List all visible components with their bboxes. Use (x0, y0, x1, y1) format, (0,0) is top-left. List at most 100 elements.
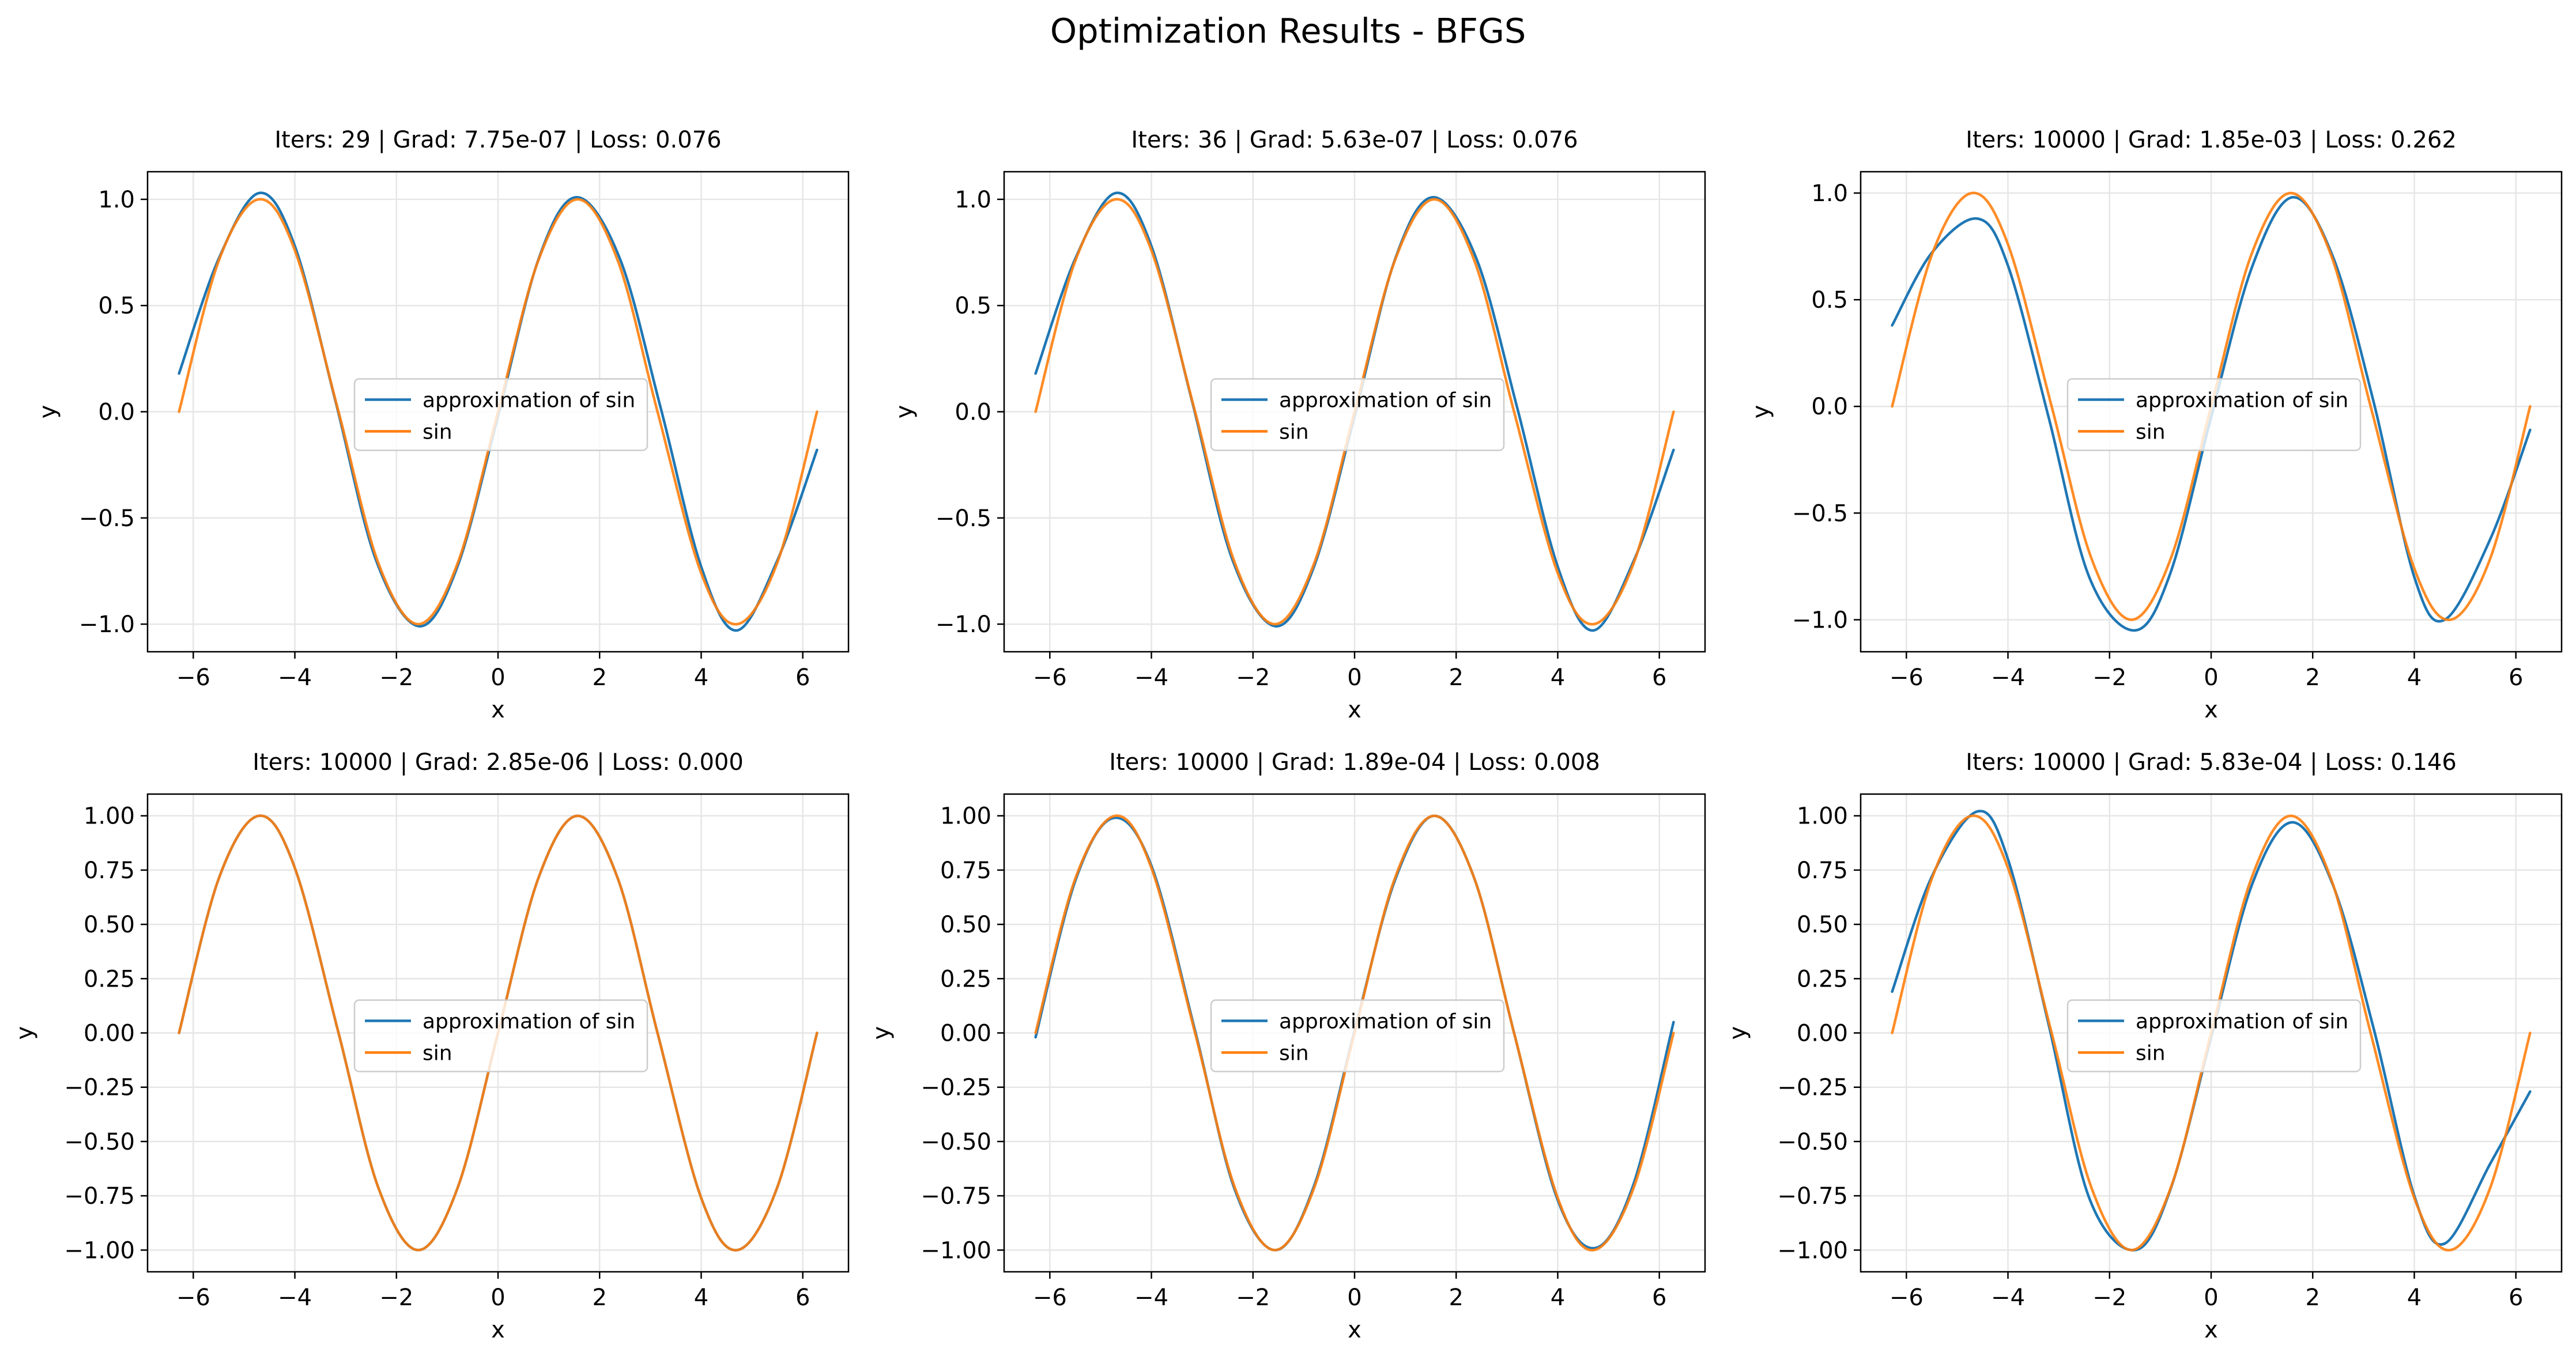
y-tick-label: 0.00 (84, 1021, 135, 1047)
x-tick-label: 0 (491, 1284, 505, 1311)
legend-label: approximation of sin (423, 1010, 635, 1034)
y-tick-label: 0.0 (98, 399, 135, 426)
y-tick-label: 0.0 (1811, 394, 1848, 420)
legend-box (1210, 999, 1505, 1072)
y-tick-label: 0.5 (955, 293, 991, 319)
y-tick-label: 0.0 (955, 399, 991, 426)
legend-box (2066, 378, 2362, 451)
y-axis-label: y (35, 405, 61, 419)
legend: approximation of sin sin (353, 378, 648, 451)
x-tick-label: 0 (1347, 664, 1361, 691)
y-tick-label: −0.25 (64, 1075, 135, 1101)
legend: approximation of sin sin (2066, 378, 2362, 451)
subplot-3: −6 −4 −2 0 2 4 6 −1.0 −0.5 0.0 0.5 1.0 x y Iters: 1000… (1748, 127, 2563, 723)
y-tick-label: −0.50 (64, 1129, 135, 1155)
x-tick-label: 2 (593, 664, 607, 691)
x-tick-label: 0 (2204, 1284, 2218, 1311)
y-tick-label: 1.0 (1811, 180, 1848, 207)
x-tick-label: −4 (1991, 1284, 2025, 1311)
y-axis-label: y (12, 1026, 38, 1040)
x-tick-label: −2 (2092, 664, 2126, 691)
x-axis-label: x (491, 697, 505, 723)
y-tick-label: 0.5 (1811, 287, 1848, 313)
subplot-title: Iters: 36 | Grad: 5.63e-07 | Loss: 0.076 (1131, 127, 1578, 153)
x-tick-label: −4 (1134, 1284, 1168, 1311)
x-tick-label: −2 (379, 664, 413, 691)
x-tick-label: 2 (1449, 1284, 1464, 1311)
x-tick-label: 0 (1347, 1284, 1361, 1311)
subplot-title: Iters: 10000 | Grad: 1.89e-04 | Loss: 0.… (1109, 749, 1600, 776)
x-tick-label: −2 (1236, 1284, 1270, 1311)
x-tick-label: −4 (278, 664, 312, 691)
x-tick-label: −6 (1889, 664, 1923, 691)
subplot-6: −6 −4 −2 0 2 4 6 −1.00 −0.75 −0.50 −0.25 0.00 0.25 0.… (1725, 749, 2563, 1343)
x-axis-label: x (2204, 1317, 2218, 1343)
legend-label: approximation of sin (2136, 1010, 2348, 1034)
y-tick-label: −1.00 (1777, 1237, 1848, 1264)
y-tick-label: 0.50 (84, 912, 135, 938)
figure-title: Optimization Results - BFGS (1050, 11, 1526, 51)
y-axis-label: y (1725, 1026, 1751, 1040)
subplot-4: −6 −4 −2 0 2 4 6 −1.00 −0.75 −0.50 −0.25 0.00 0.25 0.… (12, 749, 850, 1343)
x-tick-label: −6 (1033, 664, 1067, 691)
y-tick-label: 0.75 (1797, 857, 1848, 884)
y-tick-label: −0.75 (64, 1183, 135, 1210)
y-tick-label: −0.75 (921, 1183, 991, 1210)
x-tick-label: 4 (1551, 1284, 1565, 1311)
legend-box (1210, 378, 1505, 451)
y-tick-label: 0.50 (1797, 912, 1848, 938)
y-tick-label: −1.0 (79, 611, 135, 638)
x-tick-label: 4 (2407, 1284, 2422, 1311)
x-tick-label: 6 (795, 1284, 810, 1311)
y-tick-label: 1.0 (98, 187, 135, 213)
x-tick-label: −4 (278, 1284, 312, 1311)
y-axis-label: y (891, 405, 918, 419)
y-tick-label: −1.00 (64, 1237, 135, 1264)
subplot-2: −6 −4 −2 0 2 4 6 −1.0 −0.5 0.0 0.5 1.0 x y Iters: 36 |… (891, 127, 1706, 723)
y-tick-label: −1.0 (1792, 607, 1848, 633)
x-tick-label: 0 (491, 664, 505, 691)
y-tick-label: 0.25 (84, 966, 135, 992)
x-tick-label: 6 (1652, 1284, 1666, 1311)
x-tick-label: 4 (1551, 664, 1565, 691)
y-tick-label: −1.0 (936, 611, 991, 638)
y-tick-label: 0.00 (1797, 1021, 1848, 1047)
x-tick-label: −6 (176, 664, 210, 691)
x-tick-label: 4 (2407, 664, 2422, 691)
x-tick-label: 6 (2509, 1284, 2523, 1311)
legend-box (353, 378, 648, 451)
y-tick-label: −0.25 (1777, 1075, 1848, 1101)
x-tick-label: 6 (795, 664, 810, 691)
x-tick-label: 4 (694, 664, 708, 691)
y-axis-label: y (1748, 405, 1774, 419)
y-tick-label: −1.00 (921, 1237, 991, 1264)
x-tick-label: −2 (2092, 1284, 2126, 1311)
y-tick-label: −0.75 (1777, 1183, 1848, 1210)
legend-label: sin (1279, 421, 1309, 444)
y-tick-label: 0.25 (940, 966, 991, 992)
y-tick-label: −0.5 (936, 505, 991, 532)
x-tick-label: −2 (1236, 664, 1270, 691)
y-tick-label: 1.0 (955, 187, 991, 213)
x-tick-label: 2 (2306, 664, 2320, 691)
y-tick-label: −0.50 (1777, 1129, 1848, 1155)
x-tick-label: 6 (1652, 664, 1666, 691)
x-axis-label: x (1348, 697, 1361, 723)
y-tick-label: 0.50 (940, 912, 991, 938)
x-tick-label: 2 (1449, 664, 1464, 691)
legend-label: sin (2136, 421, 2166, 444)
subplot-5: −6 −4 −2 0 2 4 6 −1.00 −0.75 −0.50 −0.25 0.00 0.25 0.… (868, 749, 1706, 1343)
x-tick-label: 2 (593, 1284, 607, 1311)
legend-box (353, 999, 648, 1072)
y-tick-label: 0.25 (1797, 966, 1848, 992)
y-tick-label: −0.5 (1792, 500, 1848, 527)
x-axis-label: x (1348, 1317, 1361, 1343)
legend: approximation of sin sin (2066, 999, 2362, 1072)
legend-label: sin (423, 1042, 452, 1065)
x-tick-label: −6 (1889, 1284, 1923, 1311)
legend: approximation of sin sin (1210, 378, 1505, 451)
x-axis-label: x (491, 1317, 505, 1343)
subplot-title: Iters: 10000 | Grad: 1.85e-03 | Loss: 0.… (1966, 127, 2457, 153)
y-tick-label: −0.50 (921, 1129, 991, 1155)
